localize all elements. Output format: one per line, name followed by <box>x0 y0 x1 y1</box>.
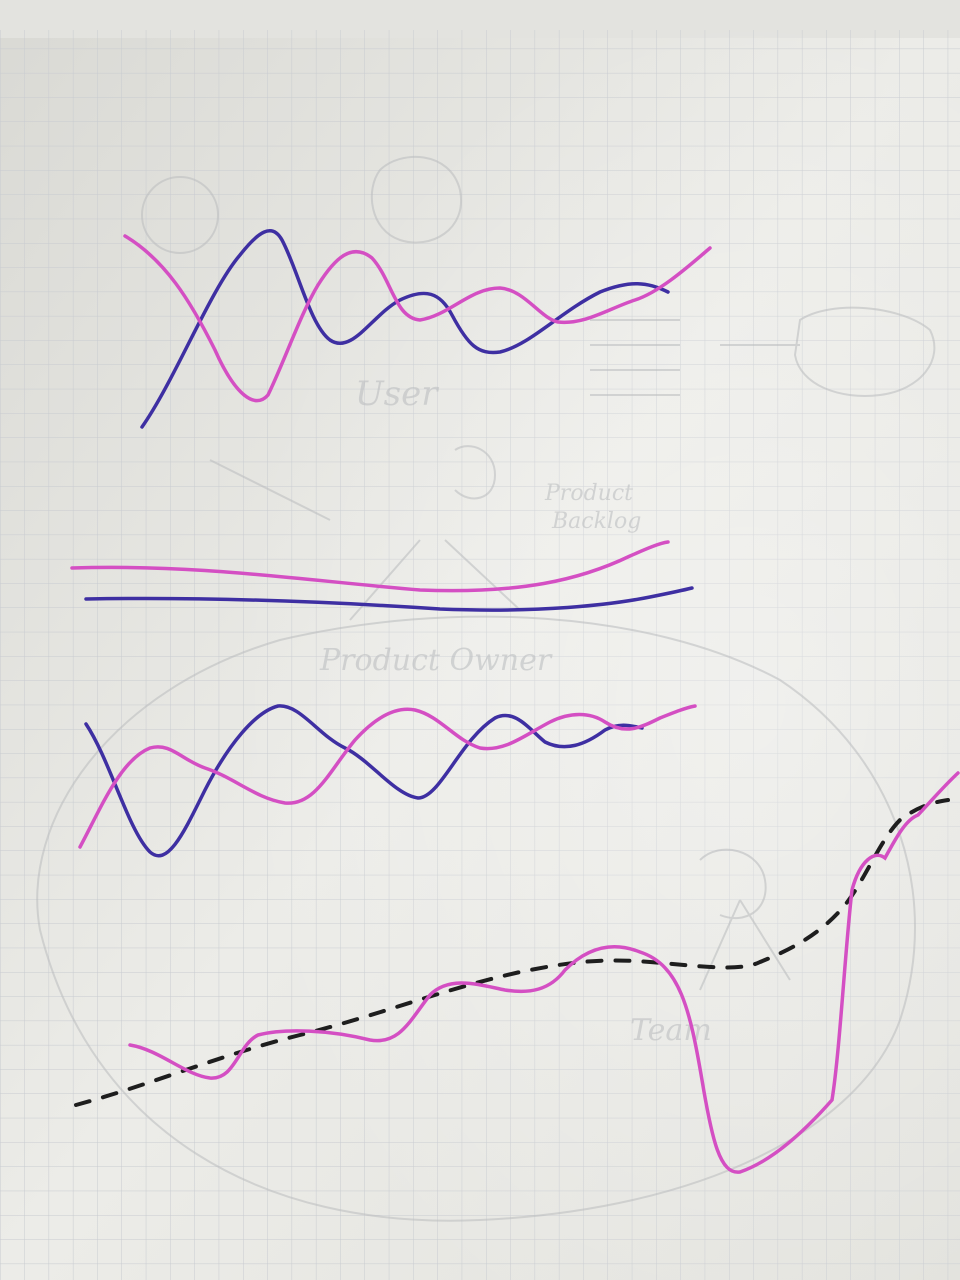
ghost-text-product-owner: Product Owner <box>319 643 553 678</box>
sketch-3-interleaved-waves <box>78 704 697 858</box>
sketch-1-oscillating-curves <box>123 229 712 429</box>
sketch-3-pink-line <box>78 704 697 849</box>
ghost-text-backlog: Backlog <box>551 509 641 534</box>
sketch-4-pink-line <box>128 771 960 1174</box>
sketch-4-dashed-black-line <box>74 798 950 1107</box>
sketch-1-pink-line <box>123 234 712 403</box>
ghost-text-user: User <box>355 374 439 414</box>
ghost-text-team: Team <box>630 1013 712 1048</box>
sketch-2-pink-line <box>70 540 670 593</box>
ghost-text: User Product Backlog Product Owner Team <box>319 374 712 1048</box>
sketch-4-trend-with-crash <box>74 771 960 1174</box>
sketch-2-blue-line <box>84 586 694 612</box>
sketch-3-blue-line <box>84 704 644 858</box>
sketch-2-flat-lines <box>70 540 694 612</box>
ghost-text-product: Product <box>544 481 633 506</box>
ghost-sketches <box>36 156 936 1222</box>
